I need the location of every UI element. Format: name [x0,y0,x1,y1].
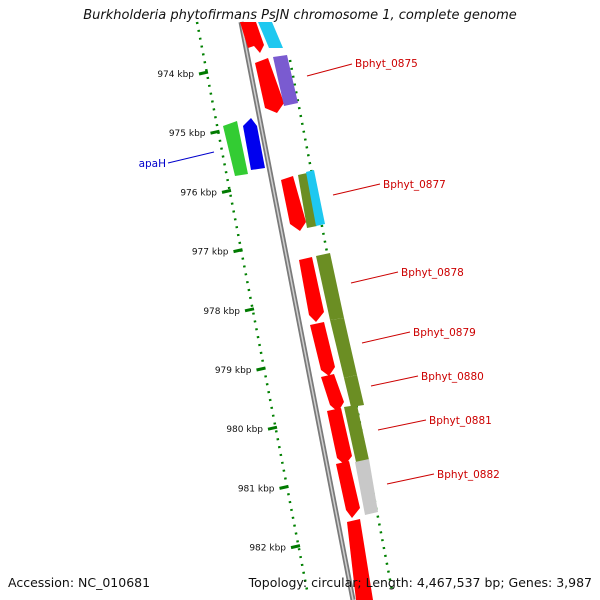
map-title: Burkholderia phytofirmans PsJN chromosom… [83,8,517,23]
ruler: 974 kbp 975 kbp 976 kbp 977 kbp 978 kbp 979 k… [157,70,301,554]
gene-bar-cyan[interactable] [258,22,283,48]
gene-label-bphyt_0877[interactable]: Bphyt_0877 [383,179,446,191]
ruler-tick [210,129,220,135]
ruler-tick [290,544,301,550]
ruler-tick-label: 981 kbp [238,484,275,494]
gene-bar-cyan[interactable] [306,170,325,226]
gene-arrow-red[interactable] [327,408,352,465]
ruler-tick [279,484,289,490]
gene-bar-gray[interactable] [355,459,378,515]
gene-label-bphyt_0875[interactable]: Bphyt_0875 [355,58,418,70]
accession-text: Accession: NC_010681 [8,575,151,590]
gene-arrow-red[interactable] [255,58,284,113]
genome-summary-text: Topology: circular; Length: 4,467,537 bp… [248,575,592,590]
ruler-tick [198,70,209,76]
gene-label-apah[interactable]: apaH [139,158,166,170]
ruler-tick [244,307,255,313]
gene-label-bphyt_0878[interactable]: Bphyt_0878 [401,267,464,279]
gene-label-bphyt_0881[interactable]: Bphyt_0881 [429,415,492,427]
ruler-tick [267,425,278,431]
ruler-tick [233,248,243,254]
gene-arrow-red[interactable] [336,461,360,518]
gene-leaders [167,63,435,485]
gene-arrow-red[interactable] [321,374,344,412]
gene-arrow-red[interactable] [347,519,373,600]
gene-arrow-blue[interactable] [243,118,265,170]
gene-track [223,22,378,600]
chromosome-backbone-highlight [240,21,354,600]
ruler-tick-label: 978 kbp [203,307,240,317]
ruler-tick [256,366,266,372]
gene-bar-green[interactable] [223,121,248,176]
gene-label-bphyt_0880[interactable]: Bphyt_0880 [421,371,484,383]
gene-bar-purple[interactable] [273,55,298,106]
ruler-tick-label: 979 kbp [215,366,252,376]
gene-arrow-red[interactable] [299,257,324,322]
ruler-tick-label: 974 kbp [157,70,194,80]
ruler-tick-label: 977 kbp [192,248,229,258]
gene-label-bphyt_0882[interactable]: Bphyt_0882 [437,469,500,481]
gene-bar-olive[interactable] [344,405,369,462]
ruler-tick-label: 976 kbp [180,188,217,198]
ruler-dotted-line [195,21,309,591]
gene-bar-olive[interactable] [316,253,344,320]
ruler-tick [221,188,232,194]
ruler-tick-label: 982 kbp [249,544,286,554]
gene-arrow-red[interactable] [310,322,335,376]
gene-arrow-red[interactable] [240,22,264,53]
ruler-tick-label: 975 kbp [169,129,206,139]
gene-bar-olive[interactable] [298,173,317,228]
gene-label-bphyt_0879[interactable]: Bphyt_0879 [413,327,476,339]
gene-bar-olive[interactable] [330,318,357,378]
ruler-tick-label: 980 kbp [226,425,263,435]
gene-labels: Bphyt_0875 apaH Bphyt_0877 Bphyt_0878 Bphyt_… [139,58,500,481]
gene-bar-olive[interactable] [344,375,364,407]
gene-arrow-red[interactable] [281,176,306,231]
